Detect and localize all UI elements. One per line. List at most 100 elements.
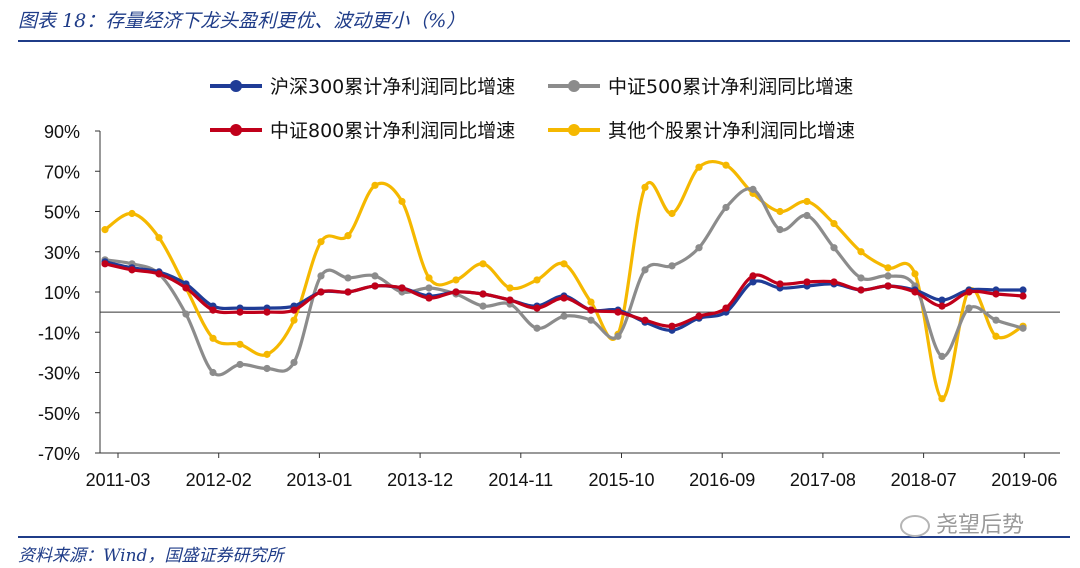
data-point-csi500 — [425, 284, 433, 292]
data-point-csi800 — [128, 266, 136, 274]
data-point-csi500 — [992, 316, 1000, 324]
data-point-csi800 — [344, 288, 352, 296]
data-point-csi500 — [884, 272, 892, 280]
data-point-csi500 — [236, 360, 244, 369]
data-point-others — [317, 238, 325, 246]
data-point-hs300 — [938, 296, 946, 304]
watermark-text: 尧望后势 — [936, 513, 1025, 538]
data-point-csi800 — [452, 288, 460, 296]
data-point-csi500 — [722, 203, 730, 212]
data-point-others — [209, 334, 217, 342]
data-point-csi800 — [695, 312, 703, 320]
data-point-others — [263, 350, 271, 358]
legend-swatch-csi800 — [210, 123, 262, 136]
data-point-csi500 — [371, 272, 379, 280]
legend-label-csi500: 中证500累计净利润同比增速 — [608, 76, 854, 98]
legend-label-csi800: 中证800累计净利润同比增速 — [270, 120, 516, 142]
data-point-csi800 — [533, 304, 541, 312]
data-point-others — [587, 298, 595, 306]
data-point-others — [560, 260, 568, 268]
y-tick-label: 70% — [44, 162, 80, 182]
data-point-csi800 — [965, 288, 973, 296]
data-point-csi800 — [236, 308, 244, 316]
data-point-csi500 — [263, 364, 271, 373]
y-tick-label: 30% — [44, 243, 80, 263]
data-point-csi800 — [614, 308, 622, 316]
x-tick-label: 2013-12 — [387, 470, 453, 490]
data-point-csi800 — [884, 282, 892, 290]
data-point-others — [398, 197, 406, 206]
data-point-csi500 — [965, 304, 973, 312]
data-point-csi800 — [398, 284, 406, 292]
legend-item-csi800: 中证800累计净利润同比增速 — [210, 116, 515, 143]
data-point-csi800 — [155, 270, 163, 278]
legend-item-others: 其他个股累计净利润同比增速 — [548, 116, 855, 143]
data-point-csi500 — [641, 266, 649, 274]
data-point-others — [938, 395, 946, 403]
x-tick-label: 2013-01 — [286, 470, 352, 490]
data-point-csi500 — [668, 262, 676, 270]
y-tick-label: 90% — [44, 122, 80, 142]
legend-label-others: 其他个股累计净利润同比增速 — [608, 120, 856, 142]
data-point-csi800 — [506, 296, 514, 304]
data-point-csi800 — [857, 286, 865, 294]
data-point-csi500 — [749, 185, 757, 193]
legend-item-csi500: 中证500累计净利润同比增速 — [548, 72, 853, 99]
data-point-others — [344, 232, 352, 240]
data-point-csi800 — [371, 282, 379, 290]
source-note: 资料来源：Wind，国盛证券研究所 — [18, 546, 284, 566]
data-point-others — [776, 207, 784, 216]
x-tick-label: 2015-10 — [588, 470, 654, 490]
data-point-csi800 — [209, 306, 217, 314]
data-point-csi800 — [101, 260, 109, 268]
legend-item-hs300: 沪深300累计净利润同比增速 — [210, 72, 515, 99]
data-point-others — [722, 161, 730, 169]
data-point-csi500 — [290, 358, 298, 367]
data-point-others — [425, 274, 433, 282]
data-point-csi800 — [830, 278, 838, 286]
data-point-csi800 — [722, 304, 730, 312]
y-tick-label: -70% — [38, 444, 80, 464]
data-point-others — [101, 226, 109, 234]
data-point-others — [884, 264, 892, 272]
data-point-csi800 — [749, 272, 757, 280]
x-tick-label: 2012-02 — [186, 470, 252, 490]
data-point-csi800 — [560, 294, 568, 302]
data-point-csi800 — [425, 294, 433, 302]
data-point-csi500 — [695, 244, 703, 252]
data-point-others — [290, 316, 298, 324]
legend-swatch-csi500 — [548, 79, 600, 92]
data-point-others — [803, 197, 811, 206]
data-point-hs300 — [749, 278, 757, 286]
data-point-csi500 — [803, 211, 811, 220]
data-point-csi500 — [533, 324, 541, 332]
data-point-csi800 — [992, 290, 1000, 298]
data-point-csi800 — [776, 280, 784, 288]
data-point-csi800 — [938, 302, 946, 310]
data-point-csi500 — [830, 244, 838, 252]
y-tick-label: 50% — [44, 203, 80, 223]
legend-swatch-hs300 — [210, 79, 262, 92]
data-point-csi500 — [857, 274, 865, 282]
x-tick-label: 2019-06 — [991, 470, 1057, 490]
title-divider — [18, 40, 1070, 42]
data-point-csi800 — [182, 284, 190, 292]
x-tick-label: 2016-09 — [689, 470, 755, 490]
y-tick-label: 10% — [44, 283, 80, 303]
data-point-csi800 — [479, 290, 487, 298]
legend-label-hs300: 沪深300累计净利润同比增速 — [270, 76, 516, 98]
data-point-others — [452, 276, 460, 284]
data-point-csi500 — [182, 310, 190, 318]
data-point-csi800 — [803, 278, 811, 286]
data-point-csi500 — [344, 274, 352, 282]
footer-divider — [18, 536, 1070, 538]
y-tick-label: -50% — [38, 404, 80, 424]
y-tick-label: -30% — [38, 364, 80, 384]
watermark: 尧望后势 — [900, 507, 1024, 539]
x-tick-label: 2017-08 — [790, 470, 856, 490]
data-point-others — [155, 234, 163, 242]
data-point-csi500 — [209, 368, 217, 377]
data-point-csi800 — [911, 288, 919, 296]
x-tick-label: 2018-07 — [891, 470, 957, 490]
